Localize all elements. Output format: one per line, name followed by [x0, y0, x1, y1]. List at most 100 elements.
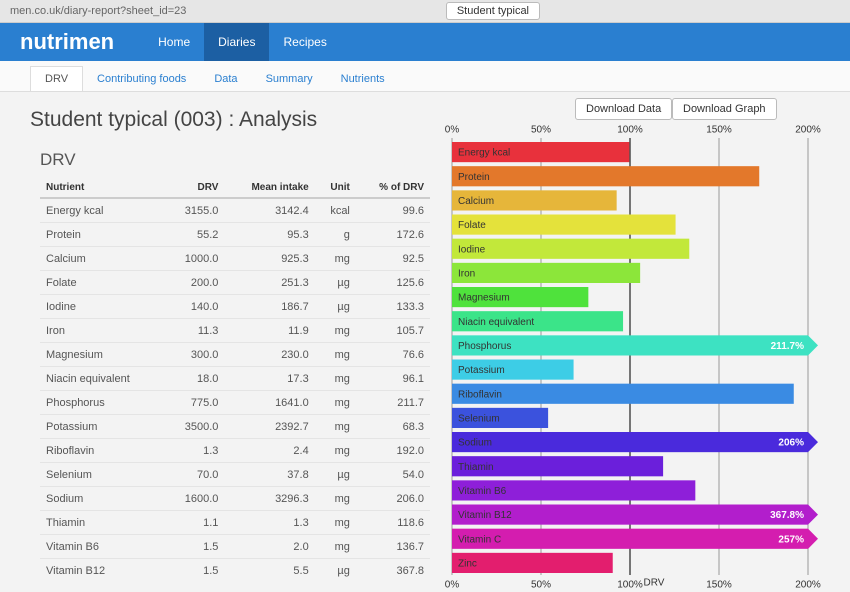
table-cell: Folate	[40, 270, 165, 295]
table-cell: Vitamin B6	[40, 534, 165, 559]
table-cell: 925.3	[224, 246, 315, 271]
logo[interactable]: nutrimen	[20, 29, 115, 54]
tabs: DRV Contributing foods Data Summary Nutrient…	[0, 61, 850, 92]
table-cell: 251.3	[224, 270, 315, 295]
bar	[452, 504, 808, 525]
download-graph-button[interactable]: Download Graph	[672, 98, 777, 120]
bar-label: Potassium	[458, 365, 505, 376]
url[interactable]: men.co.uk/diary-report?sheet_id=23	[10, 5, 187, 17]
nav-item[interactable]: Recipes	[283, 35, 327, 49]
download-data-button[interactable]: Download Data	[575, 98, 673, 120]
overflow-arrow	[808, 432, 818, 453]
table-cell: 1000.0	[164, 246, 225, 271]
table-cell: mg	[314, 510, 356, 535]
table-cell: 775.0	[164, 390, 225, 415]
table-cell: 367.8	[355, 558, 430, 582]
table-cell: mg	[314, 390, 356, 415]
table-row: Thiamin 1.1 1.3 mg 118.6	[40, 510, 430, 535]
bar	[452, 287, 589, 308]
bar	[452, 432, 808, 453]
table-cell: Phosphorus	[40, 390, 165, 415]
x-tick-label: 150%	[706, 125, 732, 136]
table-cell: Protein	[40, 222, 165, 247]
overflow-arrow	[808, 335, 818, 356]
table-cell: 3155.0	[164, 197, 225, 223]
table-cell: 11.3	[164, 318, 225, 343]
table-cell: 99.6	[355, 197, 430, 223]
table-cell: 1.1	[164, 510, 225, 535]
profile-dropdown[interactable]: Student typical	[445, 2, 540, 20]
value-label: 257%	[778, 534, 804, 545]
tab[interactable]: DRV	[30, 66, 84, 91]
table-cell: 230.0	[224, 342, 315, 367]
overflow-arrow	[808, 504, 818, 525]
table-cell: 95.3	[224, 222, 315, 247]
bar	[452, 166, 760, 187]
table-cell: 54.0	[355, 462, 430, 487]
tab[interactable]: Summary	[265, 73, 313, 85]
table-cell: mg	[314, 438, 356, 463]
bar	[452, 311, 624, 332]
bar	[452, 262, 641, 283]
tab[interactable]: Nutrients	[340, 73, 385, 85]
table-cell: mg	[314, 318, 356, 343]
table-row: Iodine 140.0 186.7 µg 133.3	[40, 294, 430, 319]
tab[interactable]: Data	[214, 73, 238, 85]
tab[interactable]: Contributing foods	[97, 73, 187, 85]
table-cell: Iodine	[40, 294, 165, 319]
table-row: Calcium 1000.0 925.3 mg 92.5	[40, 246, 430, 271]
x-tick-label: 50%	[531, 125, 551, 136]
bar-label: Vitamin B6	[458, 486, 507, 497]
bar-label: Iodine	[458, 244, 486, 255]
table-cell: mg	[314, 246, 356, 271]
table-cell: 3500.0	[164, 414, 225, 439]
x-tick-label: 200%	[795, 125, 821, 136]
bar-label: Phosphorus	[458, 341, 511, 352]
table-cell: 37.8	[224, 462, 315, 487]
bar	[452, 552, 613, 573]
x-tick-label: 0%	[445, 125, 460, 136]
table-cell: Energy kcal	[40, 197, 165, 223]
value-label: 211.7%	[771, 341, 804, 352]
x-tick-label: 100%	[617, 580, 643, 591]
table-cell: µg	[314, 558, 356, 582]
table-cell: 206.0	[355, 486, 430, 511]
table-cell: Thiamin	[40, 510, 165, 535]
bar-label: Iron	[458, 269, 475, 280]
bar-label: Protein	[458, 172, 490, 183]
table-cell: Iron	[40, 318, 165, 343]
table-row: Folate 200.0 251.3 µg 125.6	[40, 270, 430, 295]
column-header: DRV	[164, 178, 225, 199]
x-tick-label: 200%	[795, 580, 821, 591]
table-cell: µg	[314, 294, 356, 319]
nav-item[interactable]: Home	[158, 35, 191, 49]
column-header: Mean intake	[224, 178, 315, 199]
table-cell: 3296.3	[224, 486, 315, 511]
nav-item[interactable]: Diaries	[204, 23, 270, 61]
table-cell: Potassium	[40, 414, 165, 439]
table-cell: mg	[314, 366, 356, 391]
bar	[452, 383, 794, 404]
column-header: Unit	[314, 178, 356, 199]
table-row: Protein 55.2 95.3 g 172.6	[40, 222, 430, 247]
bar-label: Folate	[458, 220, 486, 231]
table-cell: mg	[314, 414, 356, 439]
table-row: Potassium 3500.0 2392.7 mg 68.3	[40, 414, 430, 439]
table-cell: 5.5	[224, 558, 315, 582]
bar-label: Vitamin B12	[458, 510, 512, 521]
bar-label: Zinc	[458, 559, 477, 570]
table-cell: mg	[314, 342, 356, 367]
bar	[452, 407, 549, 428]
bar-label: Vitamin C	[458, 534, 501, 545]
bar-label: Calcium	[458, 196, 494, 207]
bar-label: Riboflavin	[458, 389, 502, 400]
table-cell: Riboflavin	[40, 438, 165, 463]
table-cell: 172.6	[355, 222, 430, 247]
table-row: Phosphorus 775.0 1641.0 mg 211.7	[40, 390, 430, 415]
table-row: Riboflavin 1.3 2.4 mg 192.0	[40, 438, 430, 463]
table-cell: 1.5	[164, 534, 225, 559]
bar-label: Selenium	[458, 414, 500, 425]
table-cell: 2.4	[224, 438, 315, 463]
x-tick-label: 150%	[706, 580, 732, 591]
